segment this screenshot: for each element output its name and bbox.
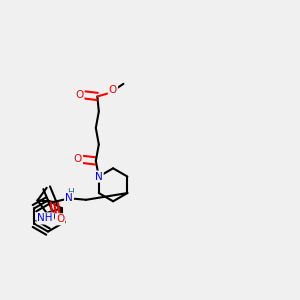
Text: H: H (67, 188, 74, 197)
Text: NH: NH (38, 213, 53, 224)
Text: O: O (109, 85, 117, 95)
Text: N: N (65, 193, 73, 203)
Text: O: O (74, 154, 82, 164)
Text: N: N (95, 172, 103, 182)
Text: O: O (56, 214, 64, 224)
Text: O: O (75, 90, 83, 100)
